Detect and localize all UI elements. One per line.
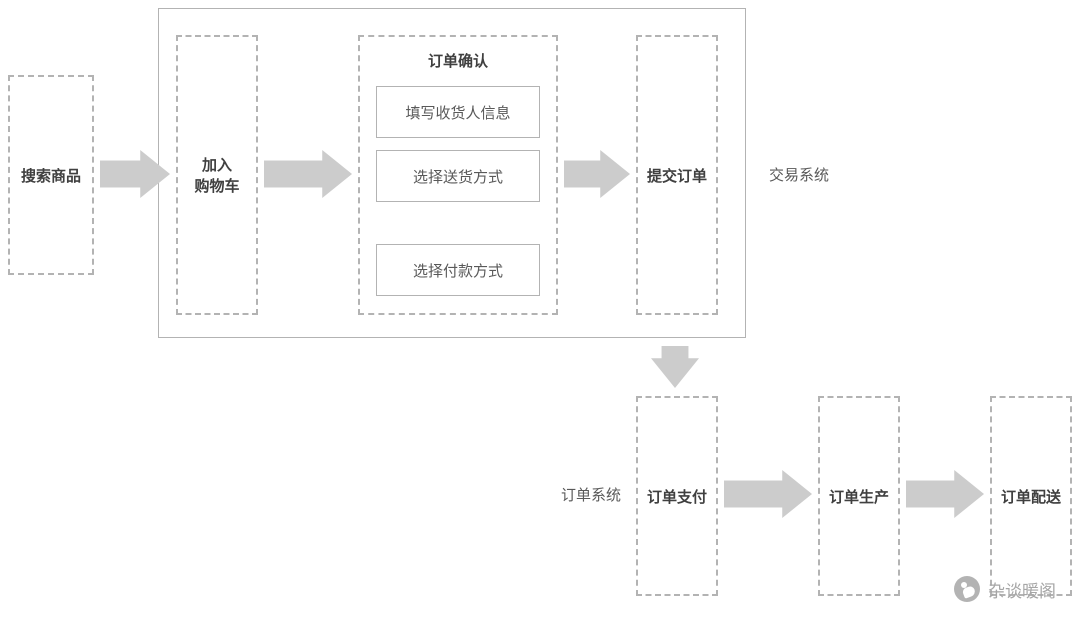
- node-paym: 选择付款方式: [376, 244, 540, 296]
- arrow-pay-to-produce: [724, 470, 812, 518]
- wechat-icon: [954, 576, 980, 602]
- watermark-label: 杂谈暖阁: [988, 577, 1056, 602]
- node-submit: 提交订单: [636, 35, 718, 315]
- arrow-confirm-to-submit: [564, 150, 630, 198]
- node-cart: 加入 购物车: [176, 35, 258, 315]
- arrow-cart-to-confirm: [264, 150, 352, 198]
- node-ship: 选择送货方式: [376, 150, 540, 202]
- node-produce: 订单生产: [818, 396, 900, 596]
- node-txsys: 交易系统: [754, 158, 844, 190]
- arrow-produce-to-deliver: [906, 470, 984, 518]
- node-deliver: 订单配送: [990, 396, 1072, 596]
- watermark: 杂谈暖阁: [954, 576, 1056, 602]
- flowchart-canvas: 搜索商品加入 购物车 订单确认填写收货人信息选择送货方式选择付款方式 提交订单 交易系…: [0, 0, 1080, 622]
- node-pay: 订单支付: [636, 396, 718, 596]
- node-search: 搜索商品: [8, 75, 94, 275]
- node-confirm_t: 订单确认: [358, 38, 558, 82]
- node-recv: 填写收货人信息: [376, 86, 540, 138]
- arrow-submit-to-pay: [651, 346, 699, 388]
- arrow-search-to-cart: [100, 150, 170, 198]
- node-ordsys: 订单系统: [546, 478, 636, 510]
